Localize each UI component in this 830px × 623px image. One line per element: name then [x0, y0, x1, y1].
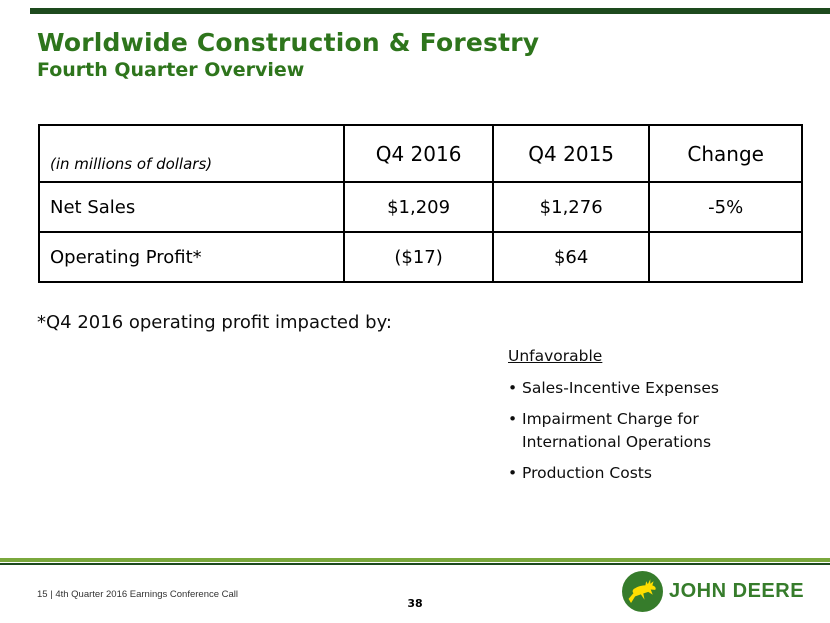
table-header-row: (in millions of dollars) Q4 2016 Q4 2015…: [37, 124, 803, 183]
unfavorable-heading: Unfavorable: [508, 347, 603, 365]
bullet-icon: •: [508, 464, 518, 483]
footer-caption: 15 | 4th Quarter 2016 Earnings Conferenc…: [37, 589, 239, 600]
column-header-q4-2016: Q4 2016: [343, 124, 494, 183]
john-deere-deer-icon: [622, 571, 663, 612]
divider-line-light: [0, 558, 830, 562]
top-accent-bar: [30, 8, 830, 14]
row-label-net-sales: Net Sales: [37, 181, 346, 233]
table-row-net-sales: Net Sales $1,209 $1,276 -5%: [37, 181, 803, 233]
list-item-label: Sales-Incentive Expenses: [522, 379, 719, 397]
john-deere-wordmark: JOHN DEERE: [669, 580, 805, 602]
list-item-label: Impairment Charge for International Oper…: [522, 410, 712, 451]
divider-line-dark: [0, 563, 830, 565]
unfavorable-section: Unfavorable • Sales-Incentive Expenses •…: [508, 347, 766, 494]
net-sales-q4-2016: $1,209: [343, 181, 494, 233]
net-sales-change: -5%: [648, 181, 803, 233]
john-deere-logo: JOHN DEERE: [622, 571, 804, 612]
column-header-change: Change: [648, 124, 803, 183]
footnote-text: *Q4 2016 operating profit impacted by:: [37, 312, 392, 333]
financial-table: (in millions of dollars) Q4 2016 Q4 2015…: [37, 124, 803, 283]
table-row-operating-profit: Operating Profit* ($17) $64: [37, 231, 803, 283]
list-item: • Sales-Incentive Expenses: [508, 377, 766, 399]
list-item: • Production Costs: [508, 462, 766, 484]
column-header-q4-2015: Q4 2015: [491, 124, 651, 183]
bottom-divider: [0, 558, 830, 565]
unfavorable-list: • Sales-Incentive Expenses • Impairment …: [508, 377, 766, 485]
slide-subtitle: Fourth Quarter Overview: [37, 59, 305, 81]
bullet-icon: •: [508, 379, 518, 397]
page-number: 38: [407, 597, 423, 610]
list-item: • Impairment Charge for International Op…: [508, 408, 766, 453]
divider-gap: [0, 562, 830, 563]
operating-profit-q4-2015: $64: [491, 231, 651, 283]
operating-profit-change: [648, 231, 803, 283]
net-sales-q4-2015: $1,276: [491, 181, 651, 233]
operating-profit-q4-2016: ($17): [343, 231, 494, 283]
column-header-units: (in millions of dollars): [37, 124, 346, 183]
bullet-icon: •: [508, 410, 518, 429]
list-item-label: Production Costs: [522, 464, 652, 483]
slide-title: Worldwide Construction & Forestry: [37, 28, 540, 57]
row-label-operating-profit: Operating Profit*: [37, 231, 346, 283]
